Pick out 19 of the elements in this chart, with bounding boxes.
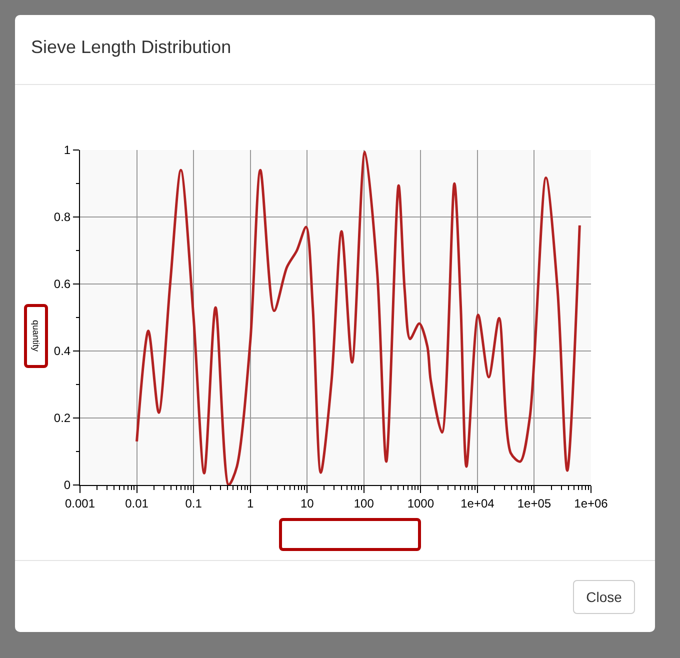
x-tick-label: 1e+04 <box>460 496 495 510</box>
x-tick-label: 0.001 <box>64 496 96 510</box>
y-tick-label: 0.8 <box>54 210 71 224</box>
y-tick-label: 1 <box>64 143 71 158</box>
y-axis-title: quantity <box>31 320 41 352</box>
x-tick-label: 0.01 <box>125 496 149 510</box>
x-tick-label: 1e+05 <box>517 496 552 510</box>
x-tick-label: 100 <box>354 496 374 510</box>
x-tick-label: 1 <box>246 496 254 510</box>
y-tick-label: 0 <box>64 478 71 492</box>
x-tick-label: 10 <box>300 496 314 510</box>
chart-title: Sieve Length Distribution <box>31 37 232 58</box>
x-tick-label: 1e+06 <box>574 496 608 510</box>
x-tick-label: 0.1 <box>185 496 202 510</box>
y-tick-label: 0.6 <box>54 277 71 292</box>
text: Close <box>573 580 635 614</box>
y-tick-label: 0.2 <box>54 411 71 426</box>
x-tick-label: 1000 <box>407 496 434 510</box>
y-tick-label: 0.4 <box>54 344 71 358</box>
